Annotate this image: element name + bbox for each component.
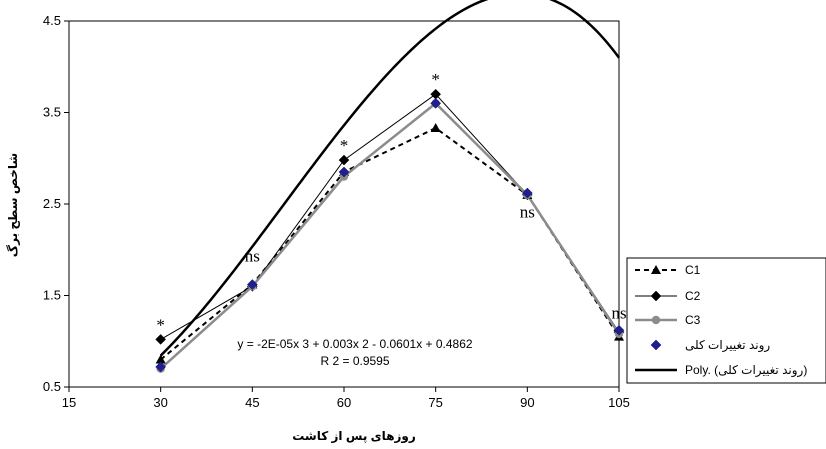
legend: C1 C2 C3 روند تغییرات کلی Poly. (روند تغییرا… [626, 257, 826, 384]
trendline-equation: y = -2E-05x 3 + 0.003x 2 - 0.0601x + 0.4… [237, 337, 472, 351]
legend-marker-3 [650, 339, 662, 351]
series-line-C1 [160, 126, 620, 361]
y-tick-label-2: 2.5 [43, 196, 61, 211]
legend-label-1: C2 [685, 289, 701, 303]
x-axis-title: روزهای پس از کاشت [292, 429, 416, 444]
x-tick-label-6: 105 [608, 395, 630, 410]
legend-marker-1 [650, 290, 662, 302]
plot-area: * ns * * ns ns [68, 0, 627, 388]
point-C2-30 [155, 334, 167, 345]
x-tick-label-5: 90 [520, 395, 534, 410]
legend-label-2: C3 [685, 313, 701, 327]
point-C2-60 [338, 154, 350, 166]
point-روند تغییرات کلی-30 [155, 361, 167, 373]
y-axis-title: شاخص سطح برگ [5, 153, 20, 257]
y-tick-label-0: 0.5 [43, 379, 61, 394]
point-روند تغییرات کلی-90 [521, 187, 533, 199]
legend-label-4: Poly. (روند تغییرات کلی) [685, 363, 807, 378]
axis-ticks: 0.5 1.5 2.5 3.5 4.5 15 30 45 60 75 90 105 [43, 13, 630, 410]
point-C1-75 [430, 123, 441, 133]
legend-marker-2 [651, 315, 661, 325]
x-tick-label-3: 60 [337, 395, 351, 410]
annotation-5: ns [611, 303, 626, 322]
x-tick-label-2: 45 [245, 395, 259, 410]
plot-frame [68, 20, 620, 388]
annotation-0: * [156, 315, 165, 334]
x-tick-label-1: 30 [153, 395, 167, 410]
point-روند تغییرات کلی-75 [430, 97, 442, 109]
legend-label-3: روند تغییرات کلی [685, 338, 770, 353]
annotation-4: ns [520, 203, 535, 222]
series-line-C3 [159, 101, 621, 370]
point-روند تغییرات کلی-105 [613, 324, 625, 336]
point-C1-30 [155, 354, 166, 364]
legend-label-0: C1 [685, 263, 701, 277]
legend-marker-0 [651, 265, 661, 274]
y-tick-label-4: 4.5 [43, 13, 61, 28]
point-روند تغییرات کلی-45 [246, 279, 258, 290]
annotation-1: ns [245, 247, 260, 266]
annotation-3: * [431, 70, 440, 89]
series-line-poly-trend [159, 0, 621, 357]
annotation-2: * [340, 136, 349, 155]
r-squared: R 2 = 0.9595 [320, 354, 389, 368]
x-tick-label-0: 15 [62, 395, 76, 410]
y-tick-label-1: 1.5 [43, 288, 61, 303]
series-line-C2 [160, 93, 620, 340]
x-tick-label-4: 75 [428, 395, 442, 410]
point-روند تغییرات کلی-60 [338, 166, 350, 178]
y-tick-label-3: 3.5 [43, 105, 61, 120]
